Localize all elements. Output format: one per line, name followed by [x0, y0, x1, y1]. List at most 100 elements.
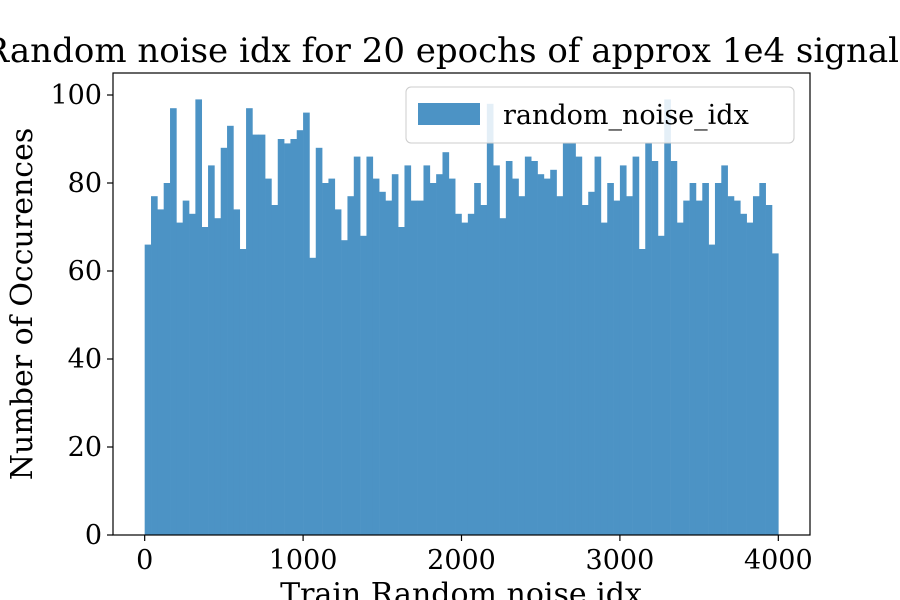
- histogram-bar: [619, 165, 627, 535]
- histogram-bar: [537, 174, 545, 535]
- y-tick-label: 20: [68, 432, 102, 463]
- histogram-bar: [366, 156, 374, 535]
- histogram-bar: [588, 191, 595, 536]
- histogram-bar: [632, 156, 640, 535]
- histogram-bar: [271, 205, 279, 535]
- histogram-bar: [626, 196, 633, 535]
- histogram-bar: [144, 244, 152, 535]
- histogram-bar: [182, 200, 190, 535]
- histogram-bar: [385, 200, 393, 535]
- histogram-bar: [543, 178, 551, 535]
- histogram-bar: [429, 183, 437, 535]
- histogram-bar: [309, 257, 317, 535]
- histogram-bar: [176, 222, 183, 535]
- histogram-bar: [347, 196, 355, 535]
- histogram-bar: [284, 143, 291, 535]
- x-axis-label: Train Random noise idx: [280, 577, 642, 600]
- histogram-bar: [151, 196, 158, 535]
- histogram-bar: [771, 253, 779, 535]
- histogram-bar: [550, 169, 557, 536]
- histogram-bar: [163, 183, 171, 535]
- chart-title: Random noise idx for 20 epochs of approx…: [0, 31, 900, 71]
- y-tick-label: 40: [68, 344, 102, 375]
- histogram-bar: [569, 143, 576, 535]
- histogram-bar: [695, 200, 703, 535]
- histogram-bar: [467, 213, 475, 536]
- histogram-bar: [372, 178, 380, 535]
- x-tick-label: 3000: [586, 545, 655, 576]
- histogram-bar: [246, 108, 253, 535]
- histogram-bar: [651, 161, 659, 535]
- histogram-bar: [258, 134, 266, 535]
- legend-swatch: [418, 103, 480, 125]
- histogram-bar: [379, 191, 386, 536]
- legend-label: random_noise_idx: [503, 100, 749, 131]
- y-tick-label: 100: [50, 80, 102, 111]
- histogram-bar: [201, 227, 209, 535]
- histogram-bar: [657, 235, 665, 536]
- histogram-bar: [328, 178, 336, 535]
- histogram-bar: [670, 161, 678, 535]
- histogram-bar: [290, 139, 298, 535]
- histogram-bar: [277, 139, 285, 535]
- histogram-bar: [214, 218, 222, 535]
- legend: random_noise_idx: [405, 86, 795, 144]
- histogram-bar: [733, 200, 741, 535]
- histogram-bar: [404, 165, 412, 535]
- histogram-bar: [296, 130, 304, 535]
- histogram-bar: [170, 108, 177, 535]
- histogram-bar: [398, 227, 405, 535]
- histogram-bar: [239, 249, 247, 535]
- y-tick-label: 0: [85, 520, 102, 551]
- histogram-bar: [613, 200, 621, 535]
- y-tick-label: 80: [68, 168, 102, 199]
- histogram-bar: [360, 235, 367, 536]
- histogram-bar: [461, 222, 469, 535]
- histogram-bar: [220, 147, 228, 536]
- histogram-bar: [410, 200, 418, 535]
- histogram-bar: [556, 196, 564, 535]
- histogram-bar: [208, 165, 215, 535]
- histogram-bar: [322, 183, 329, 535]
- histogram-bar: [265, 178, 272, 535]
- histogram-bar: [499, 218, 507, 535]
- histogram-bar: [638, 249, 646, 535]
- y-tick-label: 60: [68, 256, 102, 287]
- y-axis-label: Number of Occurences: [5, 128, 40, 480]
- histogram-bar: [727, 196, 735, 535]
- histogram-bar: [607, 183, 614, 535]
- histogram-bar: [252, 134, 260, 535]
- histogram-bar: [493, 165, 500, 535]
- histogram-bar: [689, 183, 697, 535]
- histogram-bar: [645, 143, 652, 535]
- histogram-bar: [702, 183, 709, 535]
- x-tick-label: 2000: [427, 545, 496, 576]
- histogram-bar: [341, 240, 348, 535]
- x-axis-ticks: 0 1000 2000 3000 4000: [136, 535, 813, 576]
- x-tick-label: 4000: [744, 545, 813, 576]
- histogram-bar: [391, 174, 399, 535]
- histogram-bar: [518, 196, 526, 535]
- histogram-bar: [581, 205, 589, 535]
- histogram-bar: [531, 161, 538, 535]
- histogram-bar: [227, 125, 234, 536]
- histogram-bar: [157, 209, 164, 535]
- histogram-bar: [683, 200, 690, 535]
- histogram-bar: [334, 209, 342, 535]
- histogram-bar: [740, 213, 747, 536]
- histogram-bar: [448, 178, 456, 535]
- histogram-bar: [562, 143, 570, 535]
- x-tick-label: 1000: [269, 545, 338, 576]
- histogram-bar: [417, 200, 424, 535]
- histogram-bar: [233, 209, 241, 535]
- histogram-bar: [303, 112, 310, 535]
- histogram-bar: [455, 213, 462, 536]
- histogram-bar: [676, 222, 684, 535]
- histogram-bar: [752, 196, 760, 535]
- histogram-bar: [505, 161, 513, 535]
- histogram-bar: [423, 165, 431, 535]
- histogram-bar: [512, 178, 519, 535]
- histogram-bar: [664, 99, 671, 536]
- histogram-bar: [480, 205, 488, 535]
